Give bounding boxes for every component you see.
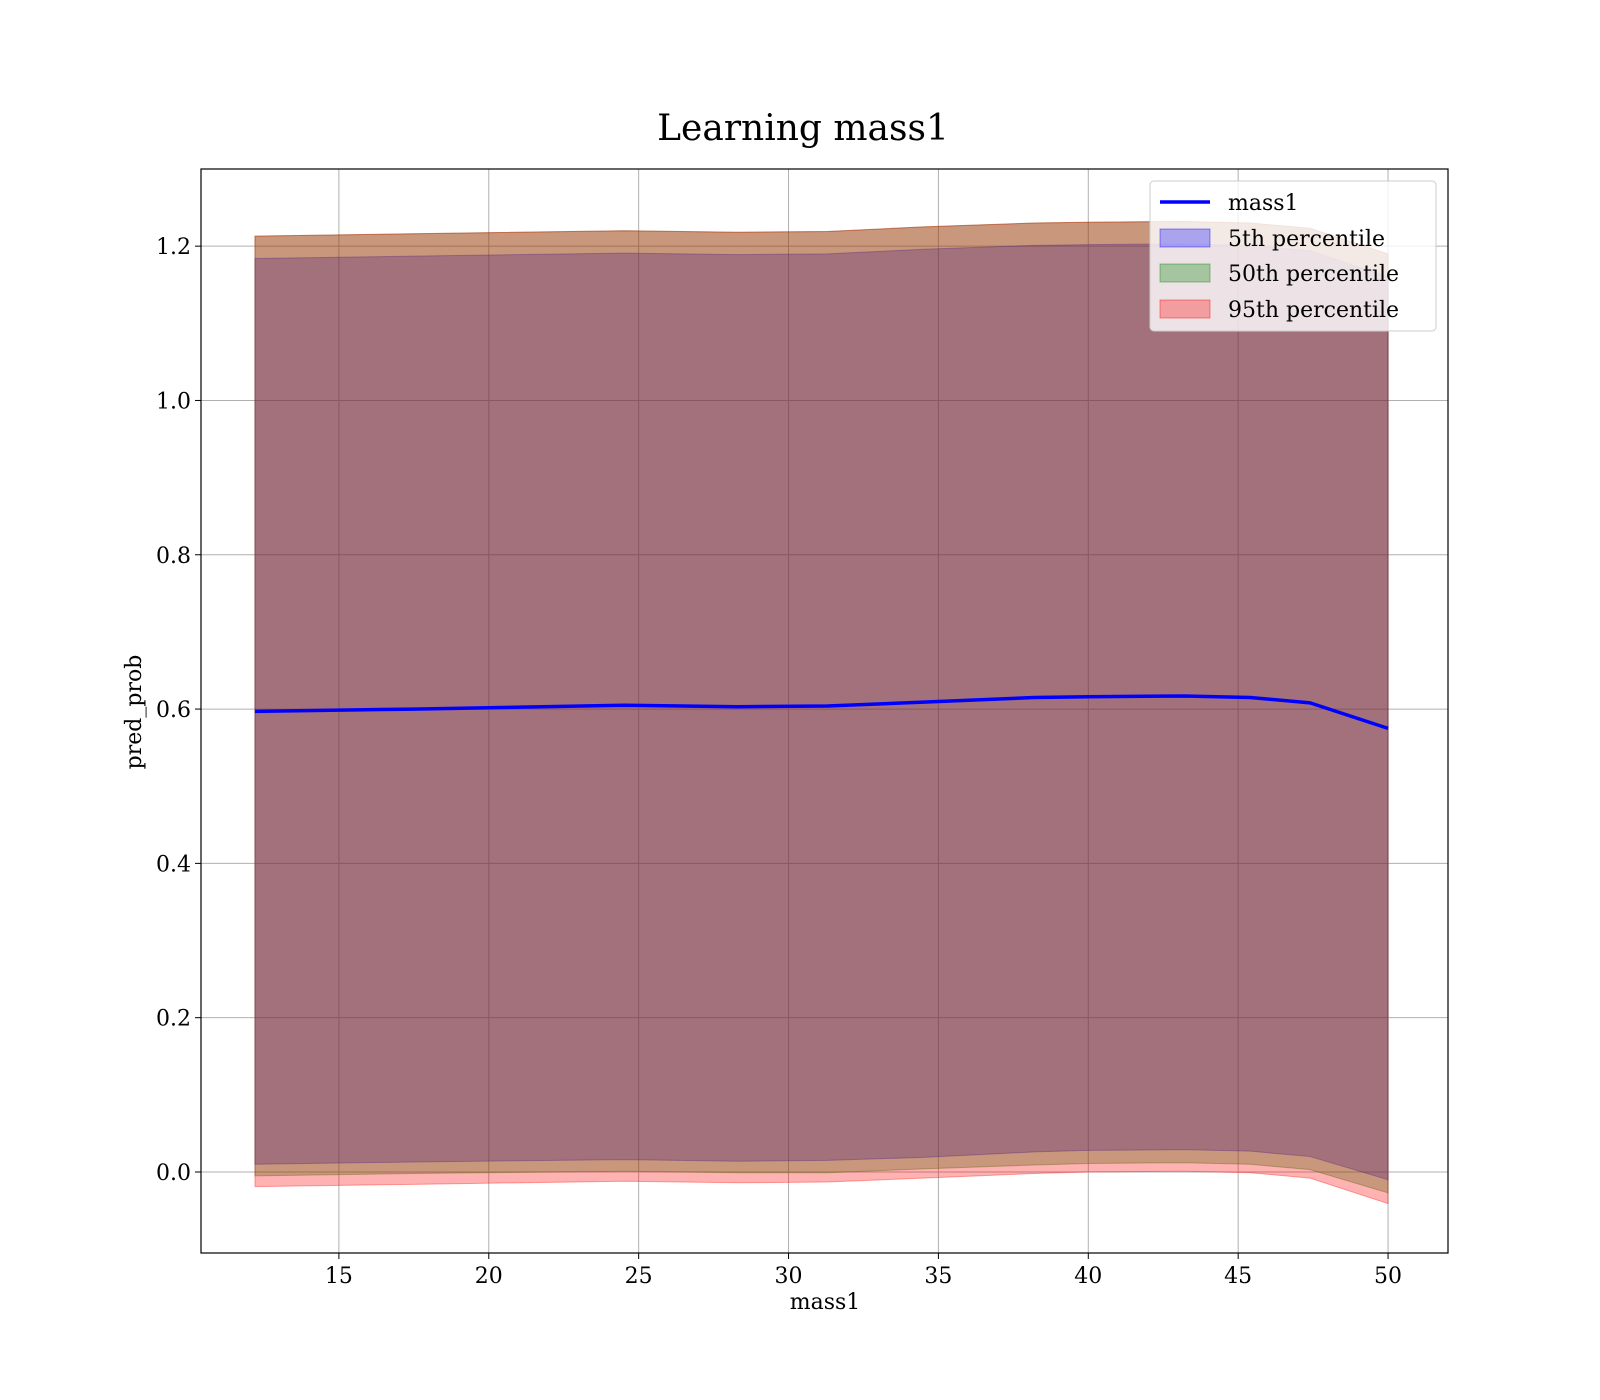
x-tick-label: 35 xyxy=(924,1264,952,1289)
y-axis-label: pred_prob xyxy=(122,655,147,770)
y-tick-label: 1.2 xyxy=(156,235,191,260)
y-tick-label: 0.8 xyxy=(156,544,191,569)
legend-label-5th-percentile: 5th percentile xyxy=(1228,227,1385,252)
legend-swatch-5th-percentile xyxy=(1159,228,1211,248)
plot-frame xyxy=(200,168,1449,1254)
legend: mass1 5th percentile 50th percentile 95th p… xyxy=(1149,180,1437,332)
legend-label-50th-percentile: 50th percentile xyxy=(1228,262,1399,287)
y-tick-label: 0.4 xyxy=(156,852,191,877)
y-tick-label: 0.6 xyxy=(156,698,191,723)
chart-title: Learning mass1 xyxy=(657,108,949,149)
x-tick-label: 30 xyxy=(775,1264,803,1289)
series-line-mass1 xyxy=(254,694,1389,731)
band-layer xyxy=(254,220,1389,1205)
legend-label-95th-percentile: 95th percentile xyxy=(1228,298,1399,323)
band-5th-percentile xyxy=(254,243,1389,1181)
y-tick-label: 1.0 xyxy=(156,389,191,414)
y-tick-label: 0.2 xyxy=(156,1007,191,1032)
x-axis-label: mass1 xyxy=(790,1290,861,1315)
x-tick-label: 50 xyxy=(1374,1264,1402,1289)
line-layer xyxy=(254,694,1389,731)
legend-box xyxy=(1149,180,1437,332)
band-95th-percentile xyxy=(254,220,1389,1205)
x-tick-label: 20 xyxy=(475,1264,503,1289)
tick-layer: 15 20 25 30 35 40 45 50 0.0 0.2 0.4 0.6 0.8 1.0 1.2 xyxy=(156,235,1402,1289)
legend-swatch-50th-percentile xyxy=(1159,263,1211,283)
legend-label-mass1: mass1 xyxy=(1228,191,1299,216)
x-tick-label: 40 xyxy=(1074,1264,1102,1289)
legend-swatch-95th-percentile xyxy=(1159,299,1211,319)
y-tick-label: 0.0 xyxy=(156,1161,191,1186)
x-tick-label: 25 xyxy=(625,1264,653,1289)
x-tick-label: 15 xyxy=(325,1264,353,1289)
x-tick-label: 45 xyxy=(1224,1264,1252,1289)
